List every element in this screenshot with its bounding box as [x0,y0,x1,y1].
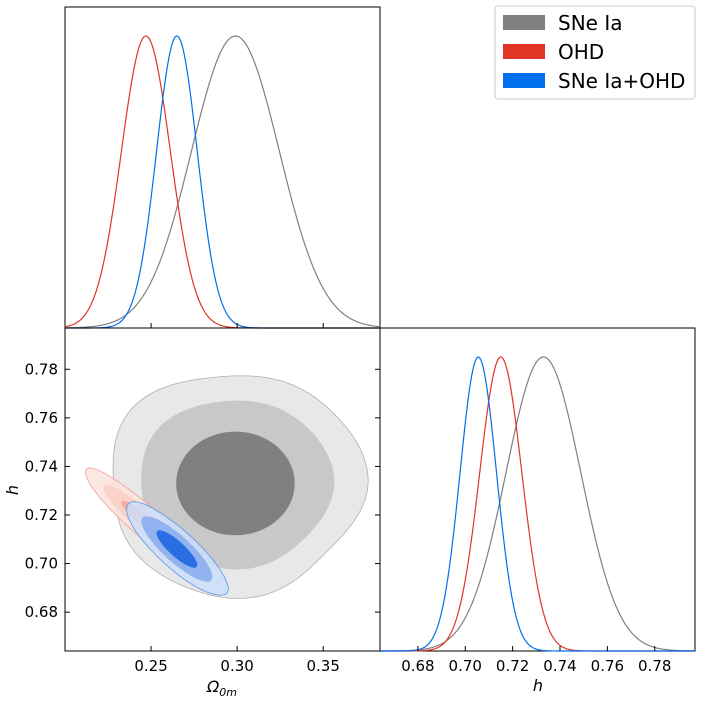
marginal-curve-sne-ia [380,356,696,652]
h-y-tick-label-0.70: 0.70 [25,555,58,573]
legend-label-combined: SNe Ia+OHD [558,69,685,93]
omega-subscript: 0m [219,686,237,699]
legend-label-ohd: OHD [558,40,604,64]
h-x-tick-label-0.76: 0.76 [591,657,624,675]
y-axis-label-h: h [3,485,22,495]
omega-x-tick-label-0.35: 0.35 [306,657,339,675]
panel-frame-omega-marginal [64,6,381,329]
h-y-tick-label-0.78: 0.78 [25,360,58,378]
contour-inner-sne-ia-ohd [156,530,198,568]
marginal-curve-sne-ia-ohd [65,35,380,329]
h-y-tick-label-0.72: 0.72 [25,506,58,524]
legend-swatch-ohd [503,44,545,59]
x-axis-label-omega: Ω0m [206,677,237,699]
marginal-curve-sne-ia-ohd [380,356,695,652]
omega-symbol: Ω [206,677,220,696]
panel-h-marginal: 0.68 0.70 0.72 0.74 0.76 0.78 h [379,327,696,695]
h-x-tick-label-0.72: 0.72 [496,657,529,675]
panel-2d-omega-h: 0.25 0.30 0.35 0.68 0.70 0.72 0.74 0.76 0.78 Ω0m… [3,327,381,699]
h-y-tick-label-0.74: 0.74 [25,457,58,475]
x-axis-label-h: h [533,676,543,695]
legend-label-sne: SNe Ia [558,11,622,35]
legend-swatch-sne [503,15,545,30]
h-x-tick-label-0.74: 0.74 [543,657,576,675]
h-x-tick-label-0.68: 0.68 [401,657,434,675]
legend: SNe Ia OHD SNe Ia+OHD [494,5,696,100]
omega-x-tick-label-0.30: 0.30 [220,657,253,675]
h-x-tick-label-0.70: 0.70 [449,657,482,675]
marginal-curve-sne-ia [64,35,381,329]
h-y-tick-label-0.68: 0.68 [25,603,58,621]
legend-swatch-combined [503,73,545,88]
omega-x-tick-label-0.25: 0.25 [134,657,167,675]
contour-inner-sne-ia [176,431,295,536]
marginal-curve-ohd [380,356,695,652]
panel-frame-h-marginal [379,327,696,652]
h-x-tick-label-0.78: 0.78 [638,657,671,675]
h-y-tick-label-0.76: 0.76 [25,409,58,427]
marginal-curve-ohd [64,35,380,329]
panel-omega-marginal [64,6,381,329]
